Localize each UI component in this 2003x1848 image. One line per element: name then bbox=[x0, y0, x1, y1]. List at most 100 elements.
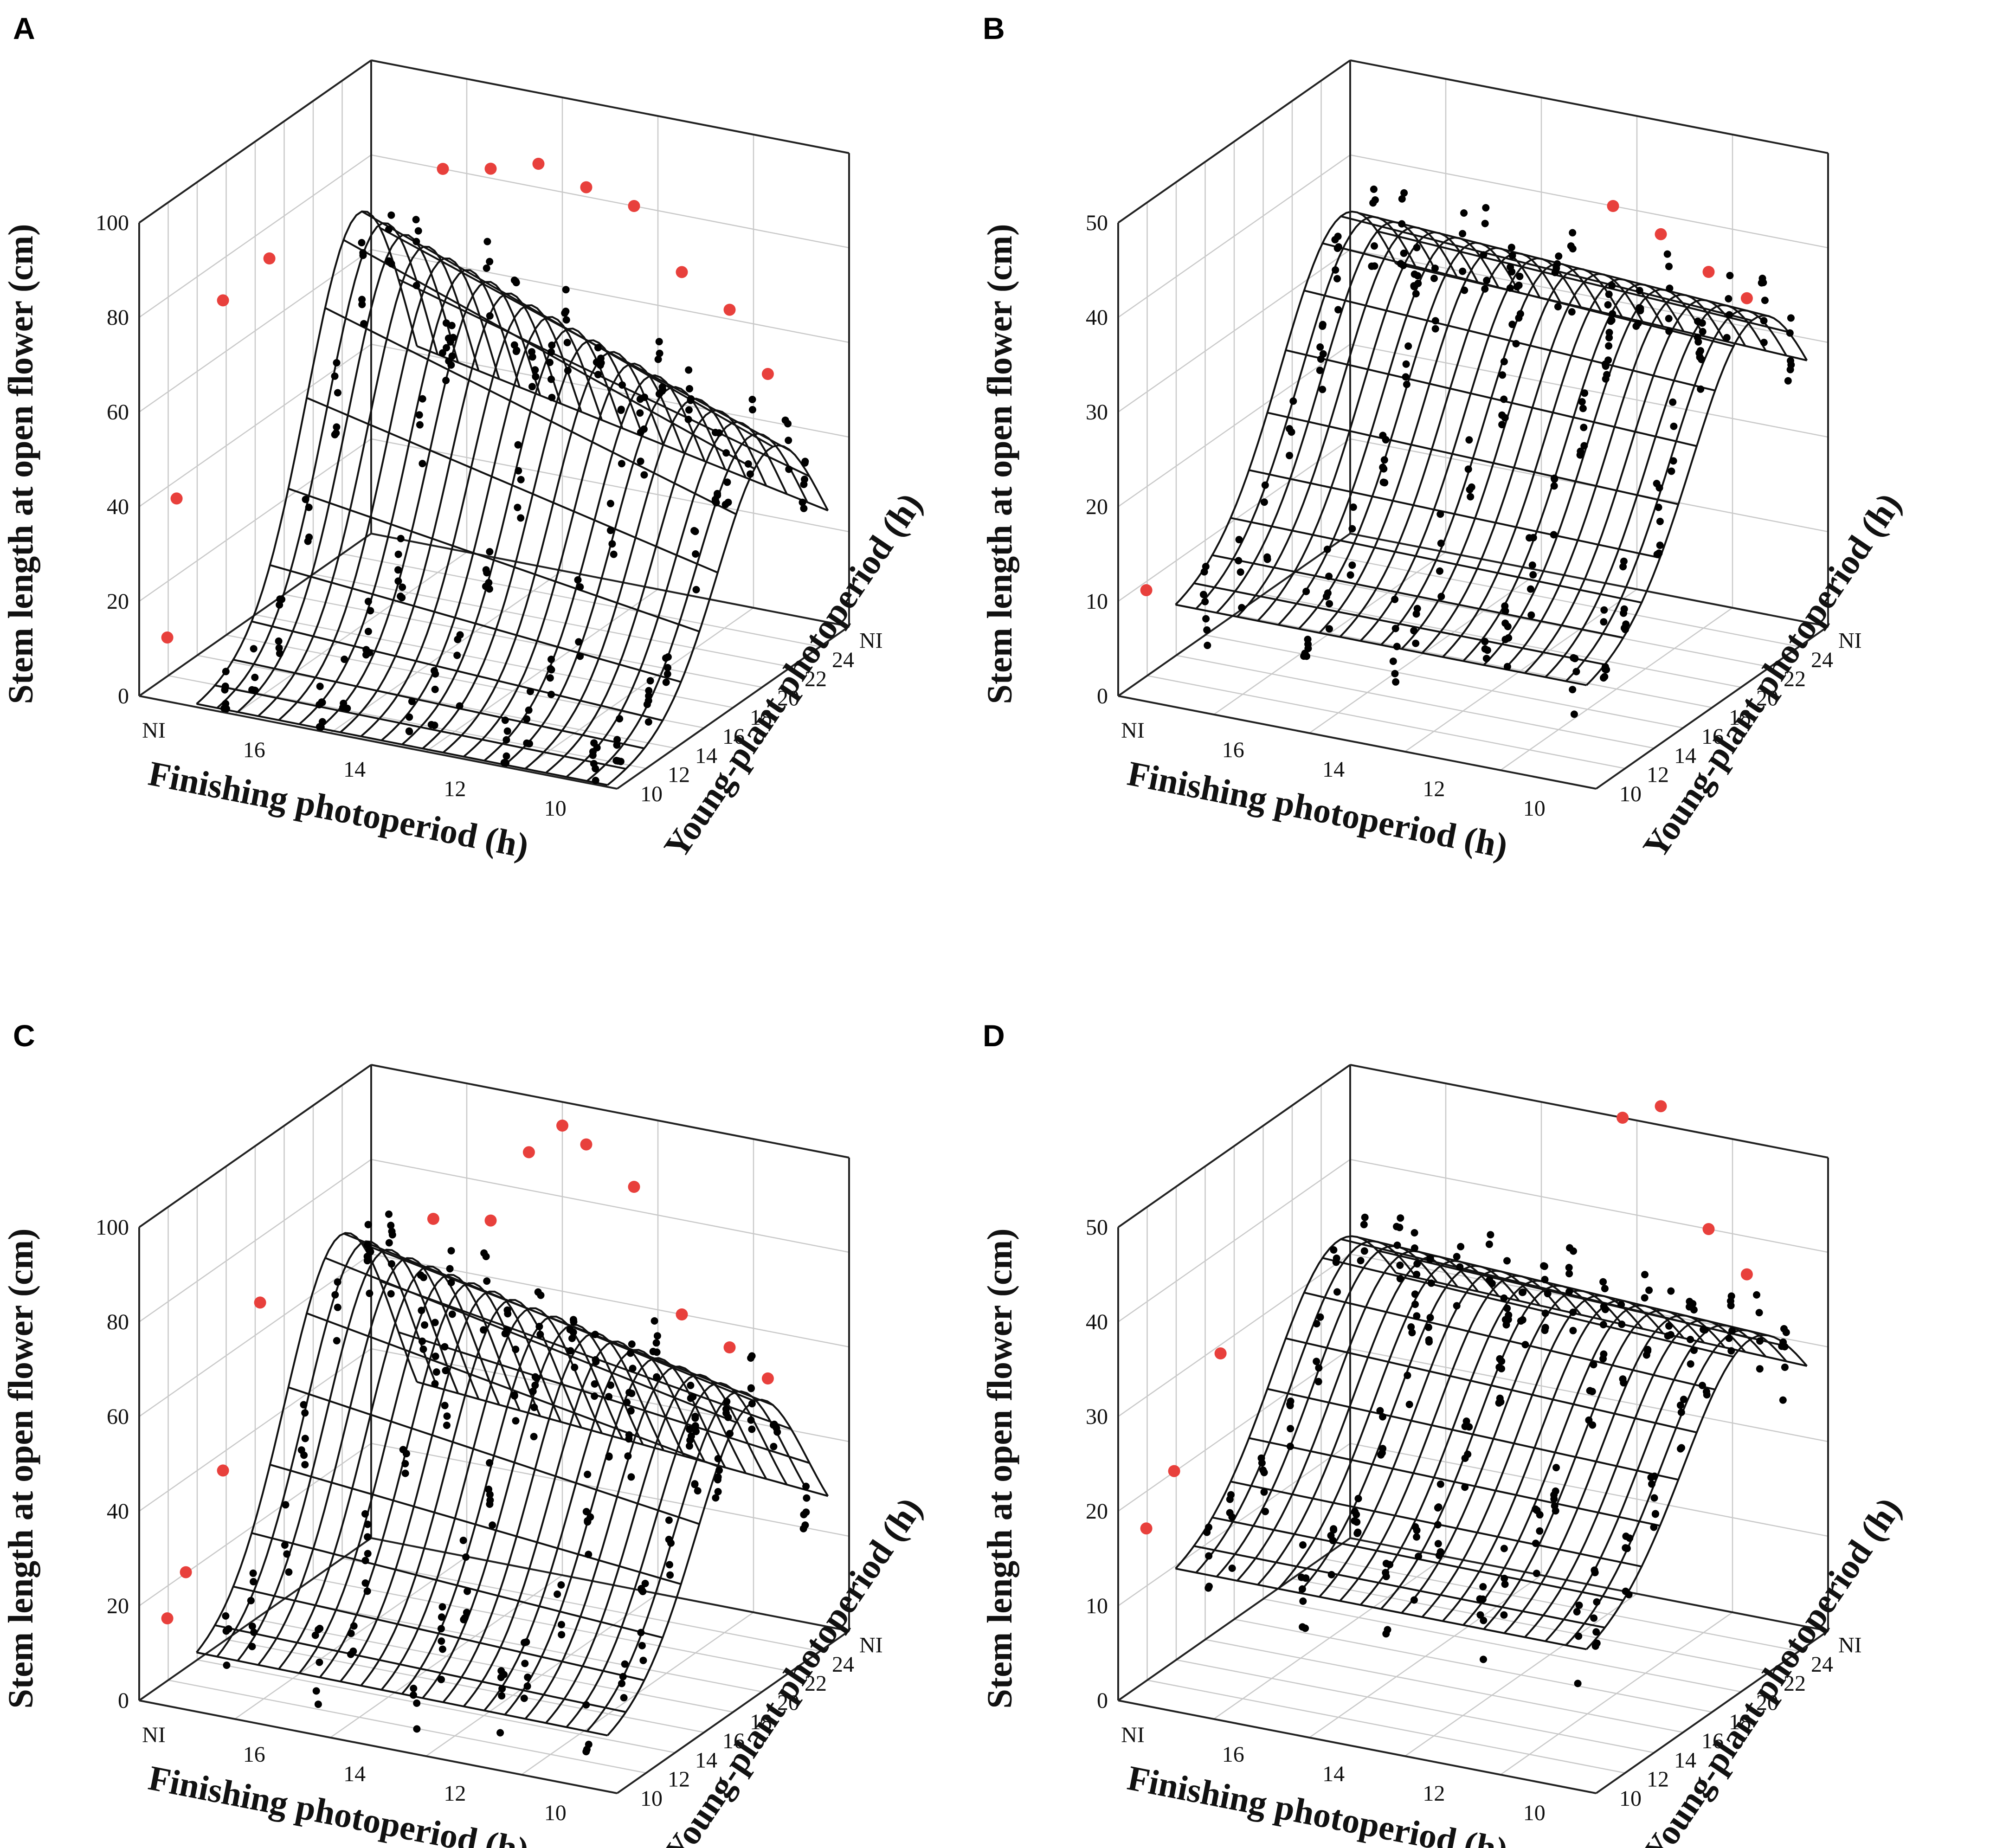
data-point bbox=[486, 1459, 494, 1467]
data-point bbox=[1325, 573, 1333, 580]
data-point bbox=[1650, 1523, 1658, 1531]
data-point bbox=[1665, 263, 1673, 270]
surface-mesh-line bbox=[1319, 247, 1541, 634]
x-tick-label: 14 bbox=[343, 1762, 366, 1786]
data-point bbox=[1668, 467, 1675, 475]
data-point bbox=[285, 1568, 293, 1576]
data-point bbox=[364, 628, 372, 635]
data-point bbox=[363, 1241, 371, 1249]
z-tick-label: 30 bbox=[1086, 1404, 1108, 1429]
data-point bbox=[453, 651, 461, 659]
surface-mesh-line bbox=[1524, 1319, 1746, 1638]
chart-panel-D: D01020304050NI161412101012141618202224NI… bbox=[980, 1018, 1909, 1848]
data-point bbox=[1569, 229, 1577, 237]
data-point bbox=[387, 260, 395, 268]
data-point bbox=[1581, 389, 1589, 397]
data-point bbox=[442, 319, 450, 327]
data-point bbox=[412, 282, 420, 290]
data-point bbox=[711, 497, 719, 505]
surface-mesh-line bbox=[196, 1232, 418, 1653]
surface-mesh-line bbox=[340, 1290, 562, 1682]
panel-letter: D bbox=[983, 1018, 1005, 1053]
data-point bbox=[1434, 1521, 1442, 1529]
chart-panel-C: C020406080100NI161412101012141618202224N… bbox=[1, 1018, 930, 1848]
data-point bbox=[517, 476, 525, 483]
data-point bbox=[397, 592, 405, 600]
red-data-point bbox=[1214, 1347, 1227, 1359]
data-point bbox=[1500, 1294, 1508, 1302]
data-point bbox=[364, 1533, 372, 1541]
data-point bbox=[605, 1452, 613, 1460]
data-point bbox=[498, 1692, 506, 1700]
data-point bbox=[1619, 563, 1627, 571]
data-point bbox=[561, 309, 569, 317]
surface-mesh-line bbox=[216, 222, 438, 709]
data-point bbox=[1622, 1544, 1629, 1552]
data-point bbox=[220, 704, 228, 712]
x-tick-label: 12 bbox=[1423, 777, 1445, 801]
data-point bbox=[397, 534, 405, 542]
data-point bbox=[1698, 355, 1706, 363]
z-tick-label: 30 bbox=[1086, 400, 1108, 425]
data-point bbox=[1526, 534, 1533, 542]
data-point bbox=[399, 1446, 407, 1454]
data-point bbox=[1605, 290, 1613, 298]
data-point bbox=[1569, 1326, 1577, 1334]
data-point bbox=[1465, 1423, 1473, 1431]
data-point bbox=[388, 1231, 396, 1239]
data-point bbox=[512, 1346, 520, 1353]
data-point bbox=[1552, 1464, 1560, 1472]
y-tick-label: 10 bbox=[640, 1786, 663, 1811]
surface-mesh-line bbox=[1195, 216, 1417, 610]
data-point bbox=[387, 1290, 395, 1298]
data-point bbox=[1541, 1275, 1549, 1283]
data-point bbox=[691, 1422, 699, 1430]
data-point bbox=[597, 354, 605, 362]
data-point bbox=[1334, 306, 1342, 314]
z-tick-label: 40 bbox=[1086, 305, 1108, 330]
data-point bbox=[483, 569, 491, 577]
ni-points bbox=[161, 158, 774, 644]
data-point bbox=[1550, 1495, 1558, 1503]
data-point bbox=[536, 1331, 544, 1339]
data-point bbox=[1727, 1347, 1735, 1355]
data-point bbox=[1599, 1321, 1607, 1328]
data-point bbox=[1382, 436, 1390, 444]
data-point bbox=[1389, 657, 1397, 665]
data-point bbox=[418, 1307, 425, 1314]
data-point bbox=[448, 1310, 456, 1318]
data-point bbox=[1625, 1590, 1633, 1598]
data-point bbox=[419, 460, 426, 468]
data-point bbox=[1397, 260, 1404, 268]
data-point bbox=[1379, 1445, 1387, 1453]
data-point bbox=[785, 437, 792, 444]
data-point bbox=[1412, 290, 1420, 297]
data-point bbox=[627, 1407, 635, 1415]
data-point bbox=[1431, 264, 1439, 272]
z-axis-title: Stem length at open flower (cm) bbox=[980, 224, 1019, 704]
data-point bbox=[456, 631, 464, 639]
surface-mesh-line bbox=[1545, 304, 1767, 678]
data-point bbox=[712, 1494, 720, 1502]
data-point bbox=[421, 1321, 429, 1329]
data-point bbox=[1461, 1483, 1469, 1491]
data-point bbox=[387, 1222, 395, 1230]
data-point bbox=[1316, 367, 1324, 374]
data-point bbox=[1226, 1495, 1234, 1503]
red-data-point bbox=[1702, 1223, 1715, 1235]
data-point bbox=[489, 1521, 496, 1529]
surface-mesh-line bbox=[1401, 268, 1623, 650]
data-point bbox=[1755, 1309, 1763, 1317]
y-tick-label: 22 bbox=[805, 1671, 827, 1696]
data-point bbox=[1590, 1361, 1597, 1369]
data-point bbox=[1349, 503, 1357, 511]
y-tick-label: 10 bbox=[640, 782, 663, 806]
data-point bbox=[502, 759, 510, 767]
data-point bbox=[1424, 1323, 1432, 1331]
data-point bbox=[413, 1699, 421, 1707]
data-point bbox=[431, 685, 439, 693]
data-point bbox=[1677, 1409, 1685, 1416]
data-point bbox=[594, 344, 602, 352]
data-point bbox=[663, 670, 671, 678]
data-point bbox=[1760, 339, 1768, 347]
